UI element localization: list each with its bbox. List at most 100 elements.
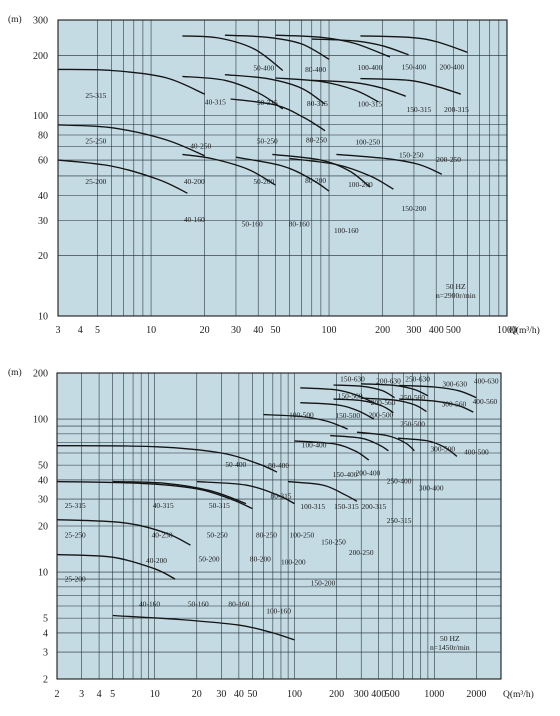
chart-2900rpm: 25-315 25-250 25-200 40-315 40-250 40-200 40-1… [8, 14, 540, 336]
pump-model-label: 50-250 [207, 531, 228, 540]
pump-model-label: 80-400 [268, 461, 289, 470]
pump-model-label: 40-200 [146, 556, 167, 565]
pump-model-label: 50-400 [253, 64, 274, 73]
pump-model-label: 40-200 [184, 177, 205, 186]
x-tick-label: 5 [95, 325, 100, 336]
plot-frame [57, 19, 508, 317]
y-tick-label: 4 [43, 628, 48, 639]
pump-curve [333, 398, 394, 414]
pump-model-label: 300-560 [442, 400, 467, 409]
pump-model-label: 250-560 [400, 393, 425, 402]
pump-curve [289, 157, 394, 190]
pump-curve [196, 480, 295, 505]
x-tick-label: 20 [200, 325, 210, 336]
x-tick-label: 10 [150, 689, 160, 700]
pump-model-label: 300-500 [430, 445, 455, 454]
pump-curve [333, 384, 395, 399]
x-tick-label: 500 [385, 689, 400, 700]
x-tick-label: 40 [234, 689, 244, 700]
y-tick-label: 100 [33, 111, 48, 122]
pump-curve [300, 402, 375, 420]
pump-curve [235, 156, 330, 192]
x-tick-label: 300 [354, 689, 369, 700]
pump-curve [182, 35, 284, 72]
plot-frame [56, 372, 502, 680]
pump-curve [224, 74, 326, 105]
pump-model-label: 50-200 [253, 177, 274, 186]
pump-model-label: 100-315 [358, 100, 383, 109]
pump-model-label: 200-400 [356, 468, 381, 477]
y-tick-label: 10 [38, 312, 48, 323]
y-tick-label: 20 [38, 522, 48, 533]
pump-curve [56, 519, 191, 546]
pump-model-label: 50-200 [199, 555, 220, 564]
pump-model-label: 150-315 [334, 502, 359, 511]
x-tick-label: 4 [97, 689, 102, 700]
x-tick-label: 20 [192, 689, 202, 700]
y-tick-label: 5 [43, 614, 48, 625]
pump-model-label: 400-630 [474, 377, 499, 386]
pump-model-label: 200-250 [436, 155, 461, 164]
y-tick-label: 30 [38, 216, 48, 227]
pump-curve [361, 383, 429, 397]
pump-model-label: 150-500 [335, 411, 360, 420]
pump-model-label: 25-315 [85, 91, 106, 100]
pump-model-label: 40-160 [184, 215, 205, 224]
x-tick-label: 30 [216, 689, 226, 700]
y-tick-label: 20 [38, 251, 48, 262]
chart-1450rpm: 25-315 25-250 25-200 40-315 40-250 40-200 40-1… [8, 367, 534, 700]
y-tick-label: 30 [38, 495, 48, 506]
pump-curve [56, 553, 176, 580]
pump-model-label: 200-500 [369, 411, 394, 420]
pump-model-label: 80-315 [307, 99, 328, 108]
x-tick-label: 1000 [424, 689, 444, 700]
pump-model-label: 100-400 [302, 440, 327, 449]
pump-curve [356, 431, 415, 452]
frequency-note: 50 HZ [446, 282, 466, 291]
pump-curve [399, 398, 474, 413]
pump-curve [112, 480, 247, 505]
y-tick-label: 300 [33, 16, 48, 27]
y-tick-label: 40 [38, 475, 48, 486]
pump-model-label: 200-630 [376, 377, 401, 386]
pump-model-label: 100-250 [355, 138, 380, 147]
pump-curve [275, 77, 379, 103]
pump-model-label: 100-315 [300, 502, 325, 511]
y-unit-label: (m) [8, 367, 22, 378]
pump-model-label: 50-160 [242, 220, 263, 229]
x-tick-label: 200 [375, 325, 390, 336]
pump-curve [57, 159, 188, 194]
pump-model-label: 200-250 [349, 548, 374, 557]
pump-model-label: 150-560 [338, 391, 363, 400]
pump-model-label: 40-315 [153, 501, 174, 510]
y-tick-label: 80 [38, 131, 48, 142]
pump-curve [288, 480, 358, 502]
x-tick-label: 5 [110, 689, 115, 700]
x-tick-label: 3 [56, 325, 61, 336]
x-tick-label: 100 [287, 689, 302, 700]
pump-model-label: 100-160 [334, 226, 359, 235]
pump-curve [336, 153, 443, 175]
x-tick-label: 3 [79, 689, 84, 700]
pump-model-label: 250-400 [387, 476, 412, 485]
pump-model-label: 250-315 [387, 516, 412, 525]
frequency-note: 50 HZ [440, 634, 460, 643]
pump-curve [263, 413, 348, 430]
pump-model-label: 80-160 [228, 600, 249, 609]
pump-model-label: 100-250 [290, 531, 315, 540]
x-tick-label: 300 [406, 325, 421, 336]
pump-model-label: 100-160 [266, 607, 291, 616]
pump-curve [182, 75, 284, 110]
pump-model-label: 50-315 [257, 98, 278, 107]
x-tick-label: 1000 [497, 325, 517, 336]
x-unit-label: Q(m³/h) [503, 689, 534, 700]
pump-model-label: 50-315 [209, 501, 230, 510]
pump-curve [224, 34, 330, 60]
x-tick-label: 30 [231, 325, 241, 336]
pump-curve [112, 614, 295, 641]
pump-curve [311, 38, 409, 56]
pump-model-label: 25-250 [85, 137, 106, 146]
x-tick-label: 100 [322, 325, 337, 336]
pump-model-label: 80-250 [306, 135, 327, 144]
